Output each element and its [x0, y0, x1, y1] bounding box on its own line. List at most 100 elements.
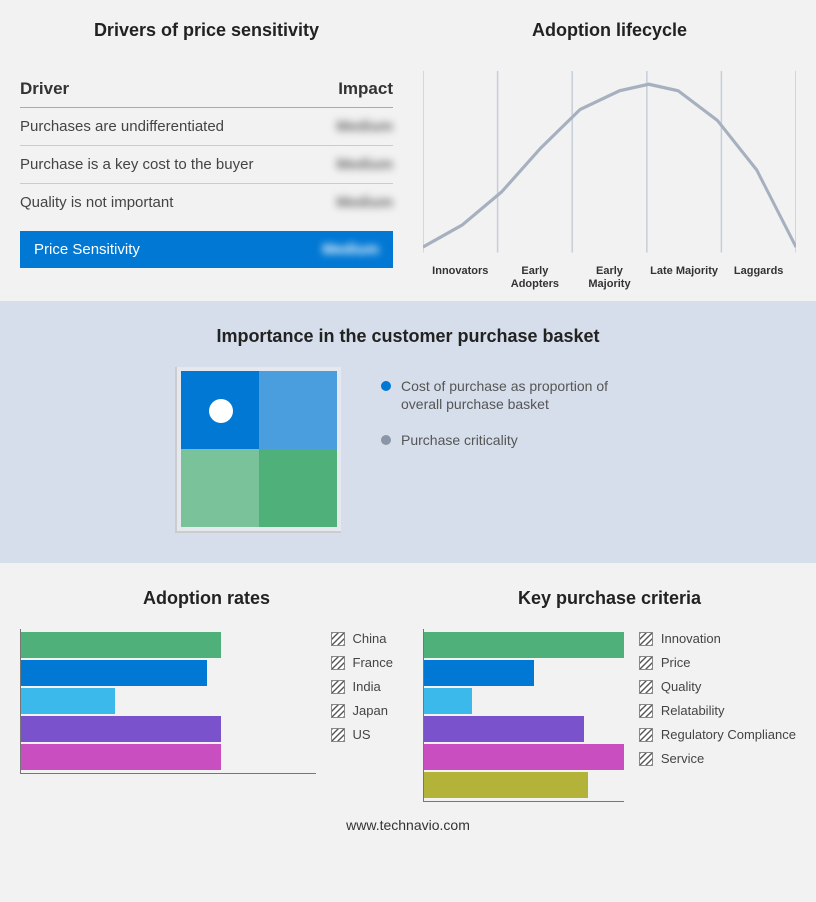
- chart-bar: [21, 744, 221, 770]
- drivers-footer: Price Sensitivity Medium: [20, 231, 393, 268]
- criteria-chart: Innovation Price Quality Relatability Regula…: [423, 629, 796, 802]
- lifecycle-label: Innovators: [423, 265, 498, 291]
- quadrant-top-right: [259, 371, 337, 449]
- chart-legend-item: China: [331, 631, 393, 646]
- chart-legend-label: Japan: [353, 703, 388, 718]
- chart-legend-item: Price: [639, 655, 796, 670]
- basket-section: Importance in the customer purchase bask…: [0, 301, 816, 563]
- legend-swatch-icon: [331, 656, 345, 670]
- criteria-panel: Key purchase criteria Innovation Price Qua…: [423, 588, 796, 802]
- drivers-footer-value: Medium: [322, 241, 379, 258]
- legend-swatch-icon: [639, 728, 653, 742]
- legend-swatch-icon: [639, 704, 653, 718]
- lifecycle-svg: [423, 71, 796, 291]
- basket-content: Cost of purchase as proportion of overal…: [20, 367, 796, 533]
- basket-legend-item: Purchase criticality: [381, 431, 641, 449]
- chart-legend-label: US: [353, 727, 371, 742]
- legend-swatch-icon: [331, 680, 345, 694]
- lifecycle-chart: InnovatorsEarly AdoptersEarly MajorityLa…: [423, 71, 796, 291]
- chart-legend-label: Regulatory Compliance: [661, 727, 796, 742]
- basket-legend: Cost of purchase as proportion of overal…: [381, 367, 641, 450]
- chart-bar: [424, 632, 624, 658]
- basket-legend-label: Cost of purchase as proportion of overal…: [401, 377, 641, 413]
- drivers-footer-label: Price Sensitivity: [34, 241, 140, 258]
- chart-legend-item: France: [331, 655, 393, 670]
- lifecycle-label: Late Majority: [647, 265, 722, 291]
- chart-legend-item: Japan: [331, 703, 393, 718]
- footer-text: www.technavio.com: [0, 812, 816, 848]
- quadrant-wrap: [175, 367, 341, 533]
- chart-bar: [424, 716, 584, 742]
- chart-bar: [424, 772, 588, 798]
- drivers-col-driver: Driver: [20, 79, 69, 99]
- lifecycle-label: Laggards: [721, 265, 796, 291]
- criteria-title: Key purchase criteria: [423, 588, 796, 609]
- quadrant-chart: [181, 371, 337, 527]
- legend-swatch-icon: [639, 752, 653, 766]
- chart-legend-item: Quality: [639, 679, 796, 694]
- chart-bar: [21, 688, 115, 714]
- chart-bar: [21, 660, 207, 686]
- legend-dot-icon: [381, 435, 391, 445]
- quadrant-bottom-left: [181, 449, 259, 527]
- drivers-row: Purchase is a key cost to the buyerMediu…: [20, 146, 393, 184]
- basket-title: Importance in the customer purchase bask…: [20, 326, 796, 347]
- legend-swatch-icon: [639, 656, 653, 670]
- basket-legend-label: Purchase criticality: [401, 431, 518, 449]
- chart-legend-label: Service: [661, 751, 704, 766]
- drivers-panel: Drivers of price sensitivity Driver Impa…: [20, 20, 393, 291]
- lifecycle-label: Early Adopters: [498, 265, 573, 291]
- drivers-row-driver: Purchases are undifferentiated: [20, 118, 224, 135]
- criteria-legend: Innovation Price Quality Relatability Regula…: [639, 629, 796, 802]
- chart-legend-item: India: [331, 679, 393, 694]
- criteria-bars-area: [423, 629, 624, 802]
- legend-swatch-icon: [639, 632, 653, 646]
- lifecycle-labels: InnovatorsEarly AdoptersEarly MajorityLa…: [423, 265, 796, 291]
- adoption-panel: Adoption rates China France India Japan US: [20, 588, 393, 802]
- chart-bar: [424, 744, 624, 770]
- chart-bar: [424, 660, 534, 686]
- page-container: Drivers of price sensitivity Driver Impa…: [0, 0, 816, 848]
- quadrant-bottom-right: [259, 449, 337, 527]
- legend-swatch-icon: [331, 632, 345, 646]
- chart-legend-item: US: [331, 727, 393, 742]
- drivers-row: Quality is not important Medium: [20, 184, 393, 221]
- adoption-legend: China France India Japan US: [331, 629, 393, 774]
- drivers-row-impact: Medium: [336, 194, 393, 211]
- chart-legend-label: Price: [661, 655, 691, 670]
- adoption-title: Adoption rates: [20, 588, 393, 609]
- drivers-table: Driver Impact Purchases are undifferenti…: [20, 71, 393, 268]
- drivers-header-row: Driver Impact: [20, 71, 393, 108]
- drivers-row: Purchases are undifferentiated Medium: [20, 108, 393, 146]
- legend-dot-icon: [381, 381, 391, 391]
- adoption-bars-area: [20, 629, 316, 774]
- basket-legend-item: Cost of purchase as proportion of overal…: [381, 377, 641, 413]
- lifecycle-title: Adoption lifecycle: [423, 20, 796, 41]
- adoption-chart: China France India Japan US: [20, 629, 393, 774]
- chart-legend-label: China: [353, 631, 387, 646]
- chart-legend-item: Relatability: [639, 703, 796, 718]
- drivers-row-impact: Medium: [336, 118, 393, 135]
- chart-legend-label: Innovation: [661, 631, 721, 646]
- legend-swatch-icon: [331, 704, 345, 718]
- lifecycle-panel: Adoption lifecycle InnovatorsEarly Adopt…: [423, 20, 796, 291]
- chart-legend-label: India: [353, 679, 381, 694]
- drivers-row-driver: Quality is not important: [20, 194, 173, 211]
- drivers-col-impact: Impact: [338, 79, 393, 99]
- top-row: Drivers of price sensitivity Driver Impa…: [0, 0, 816, 301]
- lifecycle-curve: [423, 84, 796, 247]
- chart-legend-item: Innovation: [639, 631, 796, 646]
- chart-legend-item: Service: [639, 751, 796, 766]
- legend-swatch-icon: [331, 728, 345, 742]
- drivers-row-driver: Purchase is a key cost to the buyer: [20, 156, 253, 173]
- legend-swatch-icon: [639, 680, 653, 694]
- chart-legend-label: Relatability: [661, 703, 725, 718]
- lifecycle-label: Early Majority: [572, 265, 647, 291]
- drivers-title: Drivers of price sensitivity: [20, 20, 393, 41]
- chart-bar: [21, 716, 221, 742]
- bottom-row: Adoption rates China France India Japan US K…: [0, 563, 816, 812]
- quadrant-marker-dot: [209, 399, 233, 423]
- chart-bar: [424, 688, 472, 714]
- chart-legend-item: Regulatory Compliance: [639, 727, 796, 742]
- chart-bar: [21, 632, 221, 658]
